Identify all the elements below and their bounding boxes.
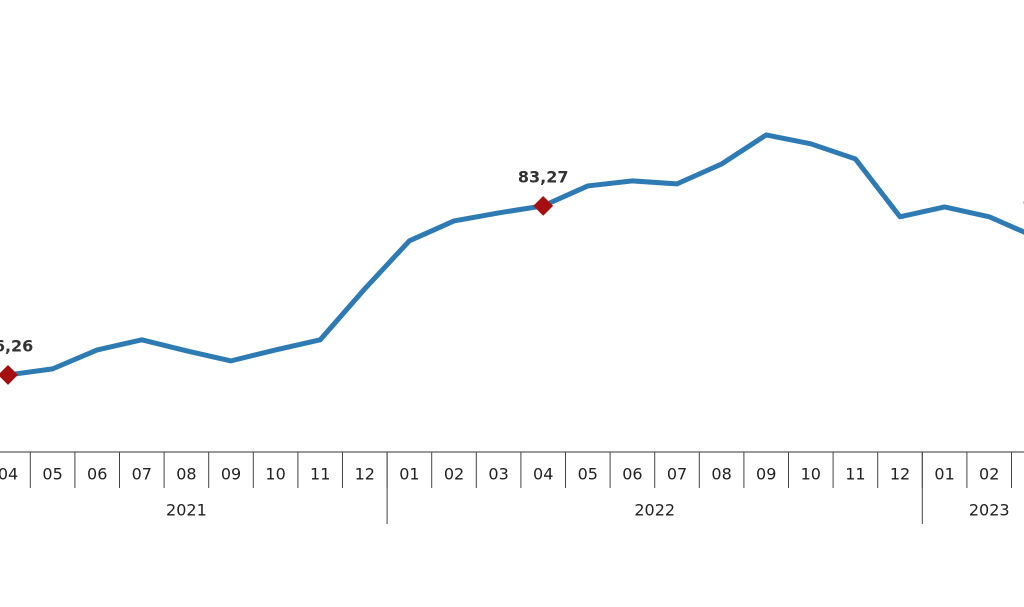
- x-tick-label: 05: [578, 465, 598, 484]
- x-tick-label: 04: [0, 465, 18, 484]
- data-marker: [0, 365, 18, 385]
- data-label: 83,27: [518, 167, 569, 186]
- x-tick-label: 07: [132, 465, 152, 484]
- x-tick-label: 02: [444, 465, 464, 484]
- x-tick-label: 08: [711, 465, 731, 484]
- x-tick-label: 02: [979, 465, 999, 484]
- x-tick-label: 05: [42, 465, 62, 484]
- x-tick-label: 09: [756, 465, 776, 484]
- x-tick-label: 12: [355, 465, 375, 484]
- x-tick-label: 04: [533, 465, 553, 484]
- year-label: 2023: [969, 501, 1010, 520]
- x-tick-label: 11: [845, 465, 865, 484]
- data-label: 73: [1023, 198, 1024, 217]
- year-label: 2021: [166, 501, 207, 520]
- data-marker: [533, 195, 554, 216]
- data-label: 26,26: [0, 336, 33, 355]
- x-tick-label: 01: [399, 465, 419, 484]
- x-tick-label: 06: [622, 465, 642, 484]
- x-tick-label: 10: [265, 465, 285, 484]
- x-tick-label: 12: [890, 465, 910, 484]
- x-tick-label: 07: [667, 465, 687, 484]
- year-label: 2022: [634, 501, 675, 520]
- x-tick-label: 03: [488, 465, 508, 484]
- x-tick-label: 06: [87, 465, 107, 484]
- x-tick-label: 09: [221, 465, 241, 484]
- x-tick-label: 10: [801, 465, 821, 484]
- series-line: [7, 132, 1024, 378]
- x-tick-label: 08: [176, 465, 196, 484]
- x-tick-label: 11: [310, 465, 330, 484]
- x-tick-label: 01: [934, 465, 954, 484]
